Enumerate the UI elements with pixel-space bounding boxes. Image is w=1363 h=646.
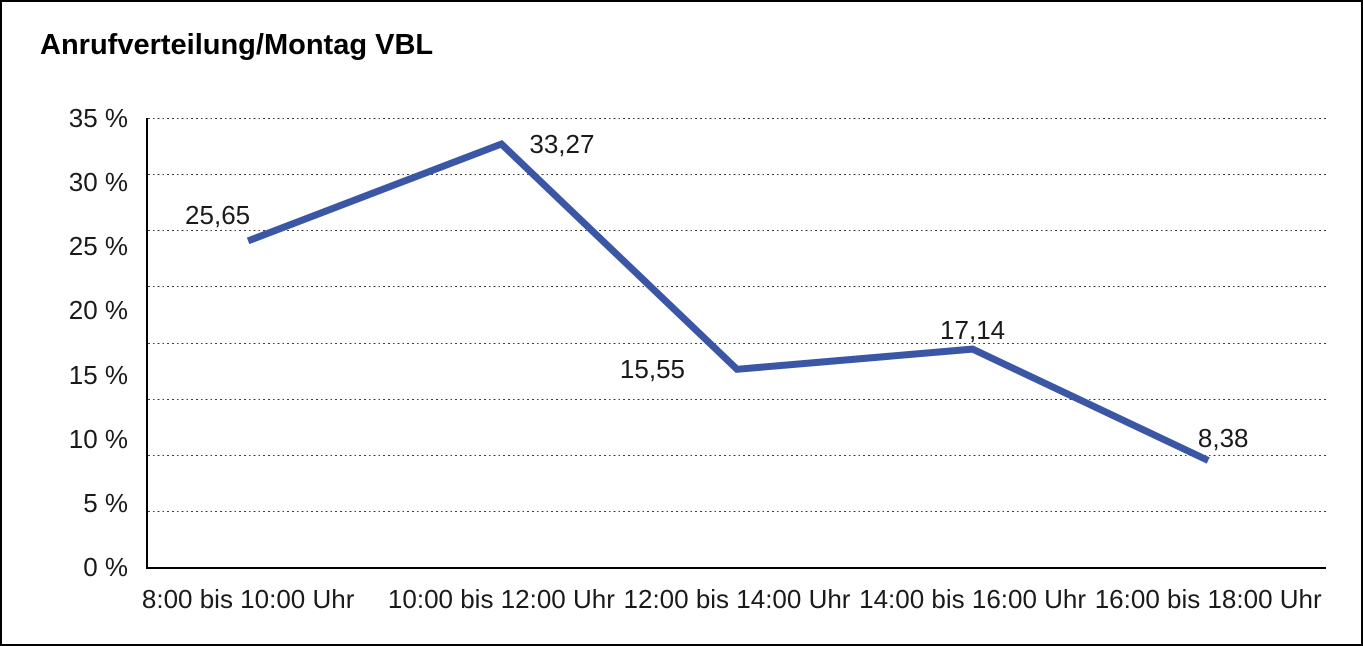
data-point-label: 15,55 [619,354,685,385]
y-axis-tick-label: 10 % [68,423,128,454]
y-axis-tick-label: 5 % [83,487,128,518]
data-point-label: 33,27 [529,128,595,159]
gridline [148,118,1326,119]
line-series [246,139,1210,464]
gridline [148,510,1326,512]
gridline [148,174,1326,176]
x-axis-category-label: 16:00 bis 18:00 Uhr [1094,584,1322,614]
y-axis-tick-label: 30 % [68,167,128,198]
data-point-label: 17,14 [940,315,1006,346]
chart-title: Anrufverteilung/Montag VBL [40,29,434,61]
y-axis-tick-label: 35 % [68,103,128,133]
gridline [148,454,1326,456]
gridline [148,230,1326,232]
gridline [148,398,1326,400]
x-axis-category-label: 14:00 bis 16:00 Uhr [859,584,1087,614]
x-axis-category-label: 8:00 bis 10:00 Uhr [141,584,355,614]
y-axis-tick-label: 25 % [68,231,128,262]
y-axis-tick-label: 0 % [83,552,128,582]
x-axis-category-label: 12:00 bis 14:00 Uhr [623,584,851,614]
x-axis-category-label: 10:00 bis 12:00 Uhr [387,584,615,614]
data-point-label: 25,65 [185,199,251,230]
y-axis-tick-label: 20 % [68,295,128,326]
data-point-label: 8,38 [1197,423,1249,454]
y-axis-tick-label: 15 % [68,359,128,390]
gridline [148,342,1326,344]
plot-area: 25,65 33,27 15,55 17,14 8,38 [146,118,1326,569]
gridline [148,286,1326,288]
series-line [246,139,1210,464]
